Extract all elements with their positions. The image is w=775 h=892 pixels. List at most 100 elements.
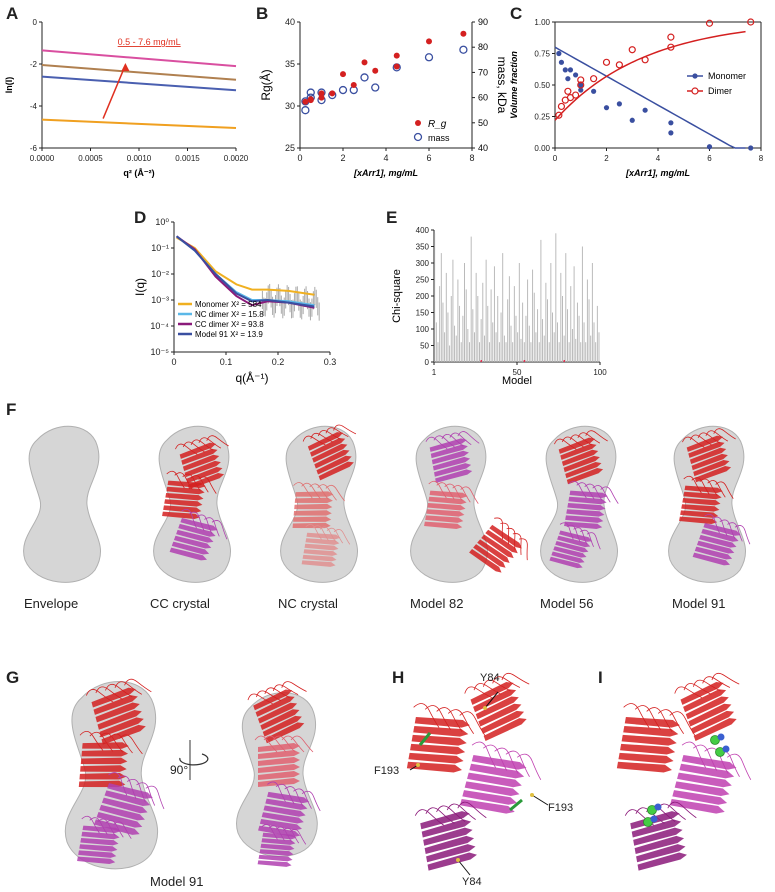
rotation-arrow (179, 753, 209, 766)
panel-label-g: G (6, 668, 20, 687)
y-axis-label: Rg(Å) (258, 69, 273, 100)
chi-bar (493, 266, 495, 362)
chi-bar (518, 263, 520, 362)
loop (494, 747, 519, 774)
loop (715, 481, 734, 499)
chi-bar (568, 342, 570, 362)
chi-bar (507, 299, 509, 362)
x-tick-label: 0.0000 (30, 154, 55, 163)
x-tick-label: 0 (553, 154, 558, 163)
monomer-point (642, 107, 648, 113)
monomer-point (616, 101, 622, 107)
x-axis-label: [xArr1], mg/mL (625, 168, 690, 178)
magenta-domain (425, 431, 480, 483)
beta-strand (616, 761, 672, 773)
chi-bar (455, 335, 457, 362)
chi-bar (538, 342, 540, 362)
beta-strand (672, 790, 728, 805)
beta-strand (77, 856, 116, 865)
loop (97, 818, 116, 837)
loop (89, 817, 108, 835)
loop (501, 672, 530, 685)
series-line-2 (41, 75, 237, 92)
beta-strand (260, 843, 295, 851)
beta-strand (265, 798, 308, 810)
beta-strand (485, 529, 518, 554)
chi-bar (457, 279, 459, 362)
mass-point (459, 45, 468, 54)
beta-strand (430, 444, 468, 459)
x-tick-label: 100 (593, 368, 607, 377)
panel-label-d: D (134, 208, 147, 227)
loop (136, 782, 156, 806)
beta-strand (469, 763, 525, 779)
beta-strand (693, 718, 737, 742)
loop (325, 427, 349, 437)
loop (190, 439, 214, 451)
legend-dimer-label: Dimer (708, 86, 732, 96)
beta-strand (560, 443, 597, 460)
beta-strand (686, 435, 723, 452)
loop (318, 430, 341, 440)
y-tick-label: 10⁻² (151, 269, 169, 279)
y-axis-label: Volume fraction (509, 51, 519, 119)
y2-tick-label: 90 (478, 17, 488, 27)
dimer-point (667, 43, 675, 51)
beta-strand (96, 812, 143, 828)
beta-strand (413, 725, 469, 737)
loop (516, 753, 542, 780)
beta-strand (171, 541, 210, 555)
loop (333, 424, 357, 435)
chi-bar (530, 342, 532, 362)
x-tick-label: 0.0010 (127, 154, 152, 163)
chi-bar (487, 305, 489, 362)
residue-marker (416, 763, 420, 767)
loop (449, 432, 472, 446)
chi-bar (590, 335, 592, 362)
loop (424, 705, 451, 730)
x-tick-label: 0.2 (272, 357, 285, 367)
beta-strand (79, 772, 127, 780)
beta-strand (292, 522, 331, 529)
loop (302, 435, 326, 446)
h-magenta-bottom (414, 801, 487, 871)
chi-bar (437, 342, 439, 362)
beta-strand (258, 750, 300, 759)
panel-label-i: I (598, 668, 603, 687)
loop (198, 476, 217, 494)
loop (317, 484, 337, 501)
beta-strand (307, 432, 344, 451)
beta-strand (179, 442, 216, 459)
beta-strand (182, 454, 220, 471)
label-y84-top: Y84 (480, 672, 500, 684)
beta-strand (410, 743, 466, 755)
x-tick-label: 1 (432, 368, 437, 377)
y-tick-label: -6 (30, 144, 38, 153)
loop (428, 480, 447, 499)
red-domain (682, 428, 736, 483)
chi-bar (542, 319, 544, 362)
red-domain (247, 681, 307, 744)
residue-marker (530, 793, 534, 797)
loop (464, 686, 493, 699)
beta-strand (682, 498, 721, 506)
beta-strand (169, 547, 207, 561)
chi-bar (445, 272, 447, 362)
beta-strand (637, 852, 687, 871)
annotation-text: 0.5 - 7.6 mg/mL (118, 37, 181, 47)
magenta-domain (564, 480, 619, 530)
rg-point (318, 90, 325, 97)
loop (263, 735, 287, 753)
beta-strand (82, 825, 121, 834)
monomer-point (748, 145, 754, 151)
x-axis-label: Model (502, 375, 532, 387)
beta-strand (424, 521, 463, 530)
loop (569, 434, 593, 446)
dimer-point (602, 58, 611, 66)
beta-strand (263, 805, 306, 817)
loop (518, 538, 528, 561)
chi-bar (540, 239, 542, 362)
beta-strand (165, 493, 204, 501)
loop (95, 686, 123, 700)
h-red-top (464, 672, 530, 742)
